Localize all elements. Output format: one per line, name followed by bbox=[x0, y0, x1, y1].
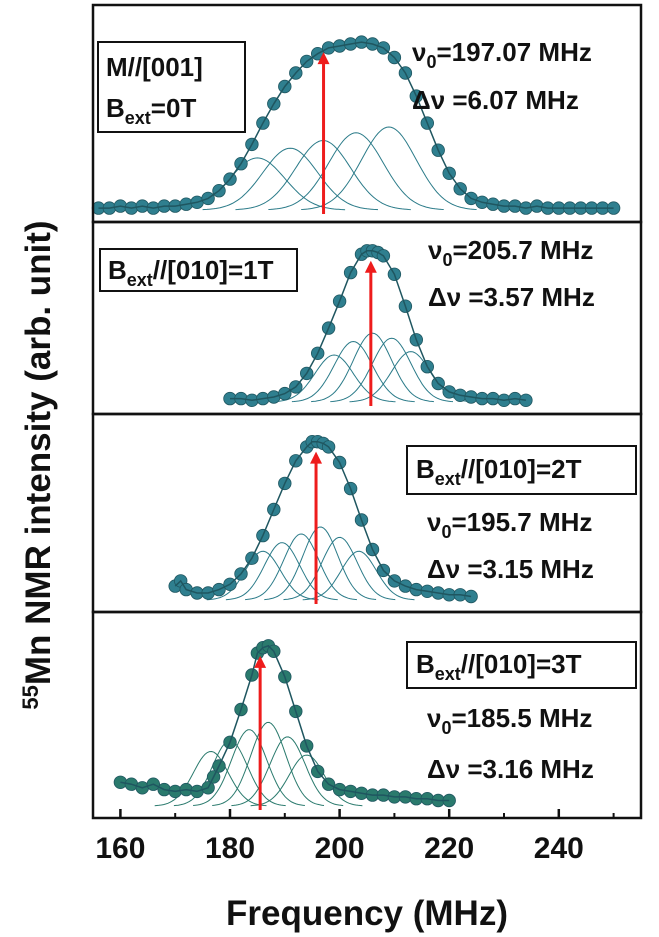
label-part: //[010]=3T bbox=[461, 649, 582, 679]
subscript: 0 bbox=[426, 52, 436, 72]
linewidth-value: =3.15 MHz bbox=[467, 554, 593, 584]
nu0-label: ν0=195.7 MHz bbox=[427, 507, 592, 542]
data-point bbox=[113, 775, 128, 790]
fit-curve bbox=[174, 440, 472, 598]
label-part: M//[001] bbox=[106, 52, 203, 82]
subscript: 0 bbox=[441, 718, 451, 738]
panel-frame-4 bbox=[91, 610, 643, 820]
component-curve-1 bbox=[272, 354, 396, 403]
nu0-label: ν0=197.07 MHz bbox=[412, 37, 592, 72]
delta-nu-symbol: Δν bbox=[427, 554, 467, 584]
x-tick-label: 200 bbox=[315, 832, 365, 865]
panel-2-annotations: Bext//[010]=1T ν0=205.7 MHz Δν =3.57 MHz bbox=[99, 235, 595, 312]
component-curve-4 bbox=[268, 132, 444, 210]
peak-arrow-head bbox=[317, 52, 330, 65]
subscript: 0 bbox=[441, 522, 451, 542]
component-curve-3 bbox=[245, 533, 357, 601]
peak-arrow-head bbox=[310, 451, 323, 464]
component-curve-6 bbox=[302, 550, 415, 601]
linewidth-value: =3.16 MHz bbox=[467, 754, 593, 784]
x-tick-label: 240 bbox=[534, 832, 584, 865]
linewidth-label: Δν =3.57 MHz bbox=[428, 282, 595, 312]
nu-symbol: ν bbox=[427, 507, 441, 537]
y-axis-title-superscript: 55 bbox=[18, 685, 43, 709]
nu-symbol: ν bbox=[428, 235, 442, 265]
linewidth-label: Δν =6.07 MHz bbox=[412, 85, 579, 115]
linewidth-value: =3.57 MHz bbox=[468, 282, 594, 312]
component-curve-2 bbox=[225, 542, 338, 601]
condition-label-line: Bext=0T bbox=[106, 93, 196, 128]
label-part: B bbox=[108, 255, 127, 285]
nu0-value: =185.5 MHz bbox=[451, 703, 592, 733]
component-curve-2 bbox=[173, 740, 286, 807]
y-axis-title-text: Mn NMR intensity (arb. unit) bbox=[19, 220, 58, 685]
label-part: //[010]=2T bbox=[461, 454, 582, 484]
condition-label-line: M//[001] bbox=[106, 52, 203, 82]
x-tick-label: 220 bbox=[424, 832, 474, 865]
peak-arrow-head bbox=[254, 655, 267, 668]
component-curve-3 bbox=[193, 729, 305, 806]
condition-label-box bbox=[406, 641, 637, 689]
x-tick-label: 180 bbox=[205, 832, 255, 865]
subscript: ext bbox=[125, 108, 151, 128]
fit-curve bbox=[98, 41, 614, 209]
nu0-value: =205.7 MHz bbox=[452, 235, 593, 265]
delta-nu-symbol: Δν bbox=[428, 282, 468, 312]
panel-3-annotations: Bext//[010]=2T ν0=195.7 MHz Δν =3.15 MHz bbox=[406, 445, 637, 584]
nu0-label: ν0=185.5 MHz bbox=[427, 703, 592, 738]
linewidth-label: Δν =3.15 MHz bbox=[427, 554, 594, 584]
nu0-value: =197.07 MHz bbox=[436, 37, 591, 67]
spectrum-panel-3 bbox=[168, 435, 478, 604]
component-curve-4 bbox=[212, 721, 325, 806]
spectrum-panel-1 bbox=[91, 35, 621, 215]
nu0-label: ν0=205.7 MHz bbox=[428, 235, 593, 270]
label-part: =0T bbox=[151, 93, 197, 123]
fit-curve bbox=[120, 644, 450, 802]
label-part: //[010]=1T bbox=[153, 255, 274, 285]
component-curve-2 bbox=[291, 340, 415, 403]
panel-1-annotations: M//[001] Bext=0T ν0=197.07 MHz Δν =6.07 MHz bbox=[97, 37, 592, 133]
linewidth-label: Δν =3.16 MHz bbox=[427, 754, 594, 784]
condition-label-line: Bext//[010]=2T bbox=[416, 454, 582, 489]
component-curve-2 bbox=[202, 147, 379, 211]
condition-label-line: Bext//[010]=1T bbox=[108, 255, 274, 290]
condition-label-line: Bext//[010]=3T bbox=[416, 649, 582, 684]
delta-nu-symbol: Δν bbox=[412, 85, 452, 115]
component-curve-5 bbox=[283, 536, 396, 601]
nu-symbol: ν bbox=[412, 37, 426, 67]
nu-symbol: ν bbox=[427, 703, 441, 733]
subscript: ext bbox=[435, 469, 461, 489]
subscript: ext bbox=[435, 664, 461, 684]
nu0-value: =195.7 MHz bbox=[451, 507, 592, 537]
label-part: B bbox=[416, 649, 435, 679]
spectrum-panel-4 bbox=[113, 639, 456, 810]
component-curve-3 bbox=[311, 332, 434, 403]
component-curve-5 bbox=[301, 126, 477, 210]
label-part: B bbox=[416, 454, 435, 484]
condition-label-box bbox=[97, 41, 246, 133]
y-axis-title: 55Mn NMR intensity (arb. unit) bbox=[18, 220, 58, 709]
x-tick-label: 160 bbox=[95, 832, 145, 865]
component-curve-6 bbox=[250, 754, 363, 807]
subscript: ext bbox=[127, 270, 153, 290]
condition-label-box bbox=[406, 445, 637, 495]
component-curve-4 bbox=[264, 526, 377, 601]
x-axis-title: Frequency (MHz) bbox=[226, 894, 508, 933]
component-curve-5 bbox=[231, 736, 344, 807]
delta-nu-symbol: Δν bbox=[427, 754, 467, 784]
spectrum-panel-2 bbox=[223, 244, 533, 408]
condition-label-box bbox=[99, 248, 298, 292]
peak-arrow-head bbox=[364, 260, 377, 273]
linewidth-value: =6.07 MHz bbox=[452, 85, 578, 115]
panel-4-annotations: Bext//[010]=3T ν0=185.5 MHz Δν =3.16 MHz bbox=[406, 641, 637, 784]
label-part: B bbox=[106, 93, 125, 123]
subscript: 0 bbox=[442, 250, 452, 270]
component-curve-4 bbox=[330, 337, 454, 403]
fit-curve bbox=[230, 250, 527, 402]
